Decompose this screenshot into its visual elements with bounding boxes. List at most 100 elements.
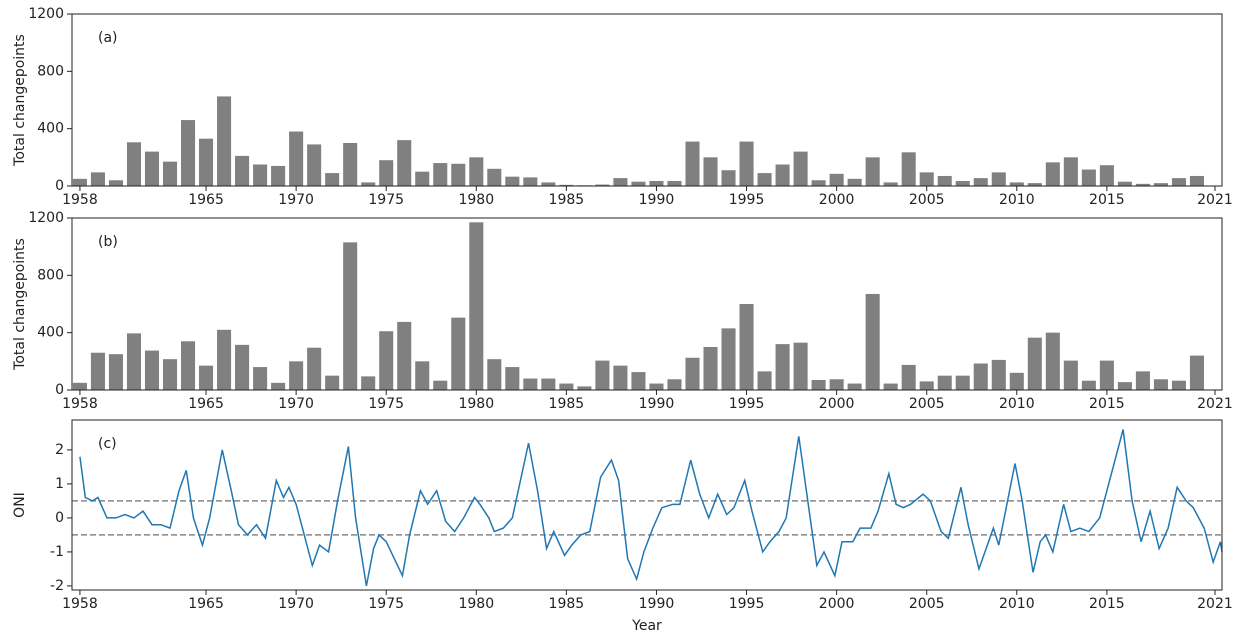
x-tick-label: 1995 <box>729 192 765 208</box>
x-tick-label: 1980 <box>458 396 494 412</box>
bar <box>541 378 556 390</box>
bar <box>883 182 898 186</box>
y-axis-label: Total changepoints <box>12 34 28 167</box>
bar <box>181 120 196 186</box>
bar <box>523 177 538 186</box>
bar <box>829 379 844 390</box>
bar <box>397 321 412 390</box>
bar <box>1171 380 1186 390</box>
bar <box>343 143 358 186</box>
x-tick-label: 1990 <box>639 192 675 208</box>
bar <box>253 367 268 390</box>
bar <box>505 367 520 390</box>
x-tick-label: 1980 <box>458 596 494 612</box>
x-tick-label: 2005 <box>909 192 945 208</box>
bar <box>757 173 772 186</box>
bar <box>649 180 664 186</box>
bar <box>162 359 178 390</box>
x-tick-label: 2015 <box>1089 596 1125 612</box>
bar <box>649 383 664 390</box>
bar <box>883 383 898 390</box>
x-tick-label: 2000 <box>819 192 855 208</box>
bar <box>90 172 105 186</box>
x-tick-label: 2021 <box>1197 192 1233 208</box>
x-tick-label: 1975 <box>368 396 404 412</box>
bar <box>919 381 934 390</box>
bar <box>307 347 322 390</box>
bar <box>361 376 376 390</box>
bar <box>937 375 952 390</box>
x-tick-label: 1958 <box>62 192 98 208</box>
bar <box>1027 183 1042 186</box>
bar <box>144 350 160 390</box>
bar <box>505 176 520 186</box>
bar <box>721 170 736 186</box>
y-tick-label: 400 <box>37 325 64 341</box>
bar <box>271 165 286 186</box>
bar <box>667 379 682 390</box>
y-axis-label: ONI <box>12 492 28 518</box>
bar <box>469 222 484 390</box>
bar <box>343 242 358 390</box>
x-tick-label: 2000 <box>819 596 855 612</box>
panel-label: (c) <box>98 436 117 452</box>
bar <box>901 364 916 390</box>
x-tick-label: 1985 <box>549 396 585 412</box>
x-tick-label: 1995 <box>729 596 765 612</box>
bar <box>595 184 610 186</box>
bar <box>325 173 340 186</box>
bar <box>72 382 87 390</box>
bar <box>1045 162 1060 186</box>
bar <box>811 379 826 390</box>
x-tick-label: 1965 <box>188 596 224 612</box>
bar <box>379 331 394 390</box>
x-tick-label: 1985 <box>549 596 585 612</box>
x-tick-label: 2005 <box>909 396 945 412</box>
bar <box>90 352 105 390</box>
bar <box>433 380 448 390</box>
bar <box>217 329 232 390</box>
bar <box>415 361 430 390</box>
bar <box>1009 372 1024 390</box>
bar <box>865 157 880 186</box>
oni-line <box>79 429 1223 587</box>
bar <box>757 371 772 390</box>
x-axis-label: Year <box>631 618 662 634</box>
y-tick-label: 800 <box>37 267 64 283</box>
bar <box>847 178 862 186</box>
bar <box>108 354 123 390</box>
bar <box>685 141 700 186</box>
x-tick-label: 1970 <box>278 596 314 612</box>
bar <box>487 168 502 186</box>
bar <box>451 163 466 186</box>
bar <box>1099 360 1114 390</box>
y-tick-label: 0 <box>55 510 64 526</box>
bar <box>973 363 988 390</box>
bar <box>703 347 718 390</box>
bar <box>235 344 250 390</box>
bar <box>955 180 970 186</box>
bar <box>199 365 214 390</box>
bar <box>973 178 988 186</box>
bar <box>685 357 700 390</box>
x-tick-label: 1965 <box>188 192 224 208</box>
bar <box>235 155 250 186</box>
y-tick-label: 1200 <box>28 6 64 22</box>
x-tick-label: 2005 <box>909 596 945 612</box>
bar <box>937 175 952 186</box>
panel-label: (a) <box>98 30 118 46</box>
bar <box>162 161 178 186</box>
bar <box>631 181 646 186</box>
bar <box>1027 337 1042 390</box>
bar <box>703 157 718 186</box>
panel-label: (b) <box>98 234 118 250</box>
x-tick-label: 1970 <box>278 192 314 208</box>
x-tick-label: 1975 <box>368 596 404 612</box>
x-tick-label: 2015 <box>1089 192 1125 208</box>
y-tick-label: 0 <box>55 382 64 398</box>
bar <box>289 131 304 186</box>
bar <box>739 141 754 186</box>
bar <box>181 341 196 390</box>
bar <box>523 378 538 390</box>
